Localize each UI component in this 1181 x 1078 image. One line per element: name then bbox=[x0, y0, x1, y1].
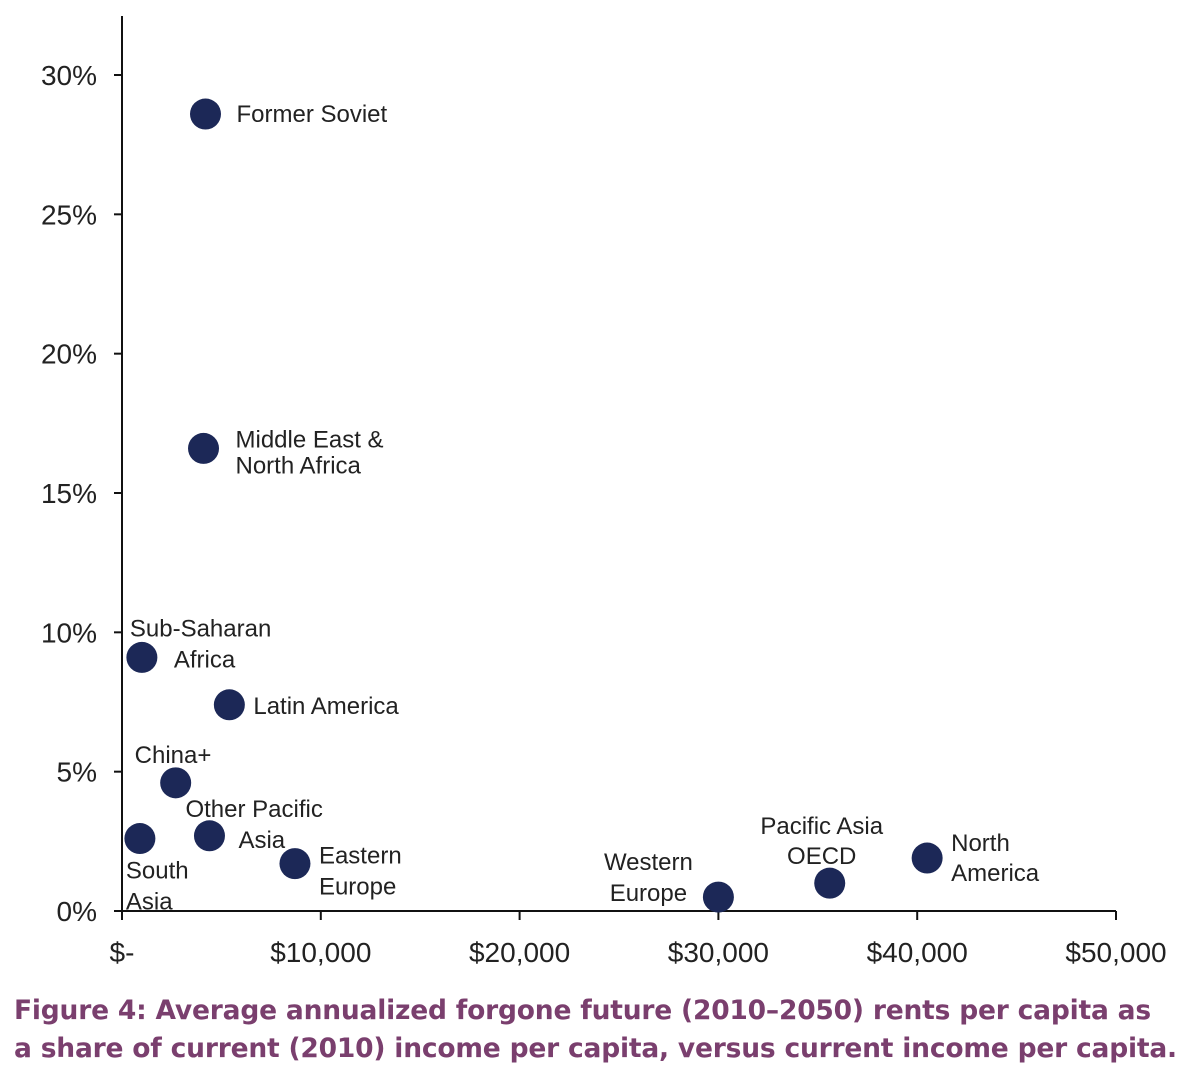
data-point bbox=[126, 641, 158, 673]
point-label: North bbox=[951, 830, 1010, 857]
point-label: Eastern bbox=[319, 843, 402, 870]
point-label: North Africa bbox=[236, 452, 362, 479]
x-tick-label: $10,000 bbox=[270, 937, 371, 968]
point-label: Europe bbox=[610, 880, 687, 907]
y-tick-label: 30% bbox=[41, 60, 97, 91]
data-point bbox=[279, 848, 311, 880]
y-tick-label: 20% bbox=[41, 339, 97, 370]
data-point bbox=[189, 98, 221, 130]
point-label: Other Pacific bbox=[185, 796, 322, 823]
x-tick-label: $20,000 bbox=[469, 937, 570, 968]
data-point bbox=[193, 820, 225, 852]
point-label: Africa bbox=[174, 646, 236, 673]
data-point bbox=[124, 823, 156, 855]
data-point bbox=[814, 867, 846, 899]
point-label: Middle East & bbox=[236, 426, 384, 453]
data-point bbox=[911, 842, 943, 874]
point-label: Latin America bbox=[253, 693, 399, 720]
y-tick-label: 15% bbox=[41, 478, 97, 509]
x-tick-label: $50,000 bbox=[1065, 937, 1166, 968]
scatter-chart: 0% 5% 10% 15% 20% 25% 30% $- $10,000 $20,000 $30,0… bbox=[41, 16, 1167, 968]
y-tick-label: 5% bbox=[57, 757, 97, 788]
y-tick-label: 10% bbox=[41, 617, 97, 648]
point-label: America bbox=[951, 860, 1040, 887]
point-label: Asia bbox=[238, 827, 285, 854]
data-point bbox=[160, 767, 192, 799]
point-label: China+ bbox=[135, 742, 212, 769]
point-label: Pacific Asia bbox=[760, 813, 883, 840]
data-point bbox=[213, 689, 245, 721]
y-tick-label: 0% bbox=[57, 896, 97, 927]
x-tick-label: $- bbox=[110, 937, 135, 968]
y-tick-label: 25% bbox=[41, 199, 97, 230]
x-tick-label: $40,000 bbox=[867, 937, 968, 968]
x-tick-label: $30,000 bbox=[668, 937, 769, 968]
point-label: Sub-Saharan bbox=[130, 615, 271, 642]
point-label: South bbox=[126, 858, 189, 885]
point-label: Asia bbox=[126, 889, 173, 916]
point-label: OECD bbox=[787, 843, 856, 870]
data-points bbox=[124, 98, 943, 913]
point-label: Western bbox=[604, 849, 693, 876]
data-point bbox=[188, 432, 220, 464]
figure-caption: Figure 4: Average annualized forgone fut… bbox=[14, 992, 1177, 1068]
caption-line-1: Figure 4: Average annualized forgone fut… bbox=[14, 995, 1151, 1026]
axes: 0% 5% 10% 15% 20% 25% 30% $- $10,000 $20,000 $30,0… bbox=[41, 16, 1167, 968]
point-label: Europe bbox=[319, 874, 396, 901]
data-point bbox=[702, 881, 734, 913]
caption-line-2: a share of current (2010) income per cap… bbox=[14, 1033, 1177, 1064]
point-label: Former Soviet bbox=[236, 101, 387, 128]
